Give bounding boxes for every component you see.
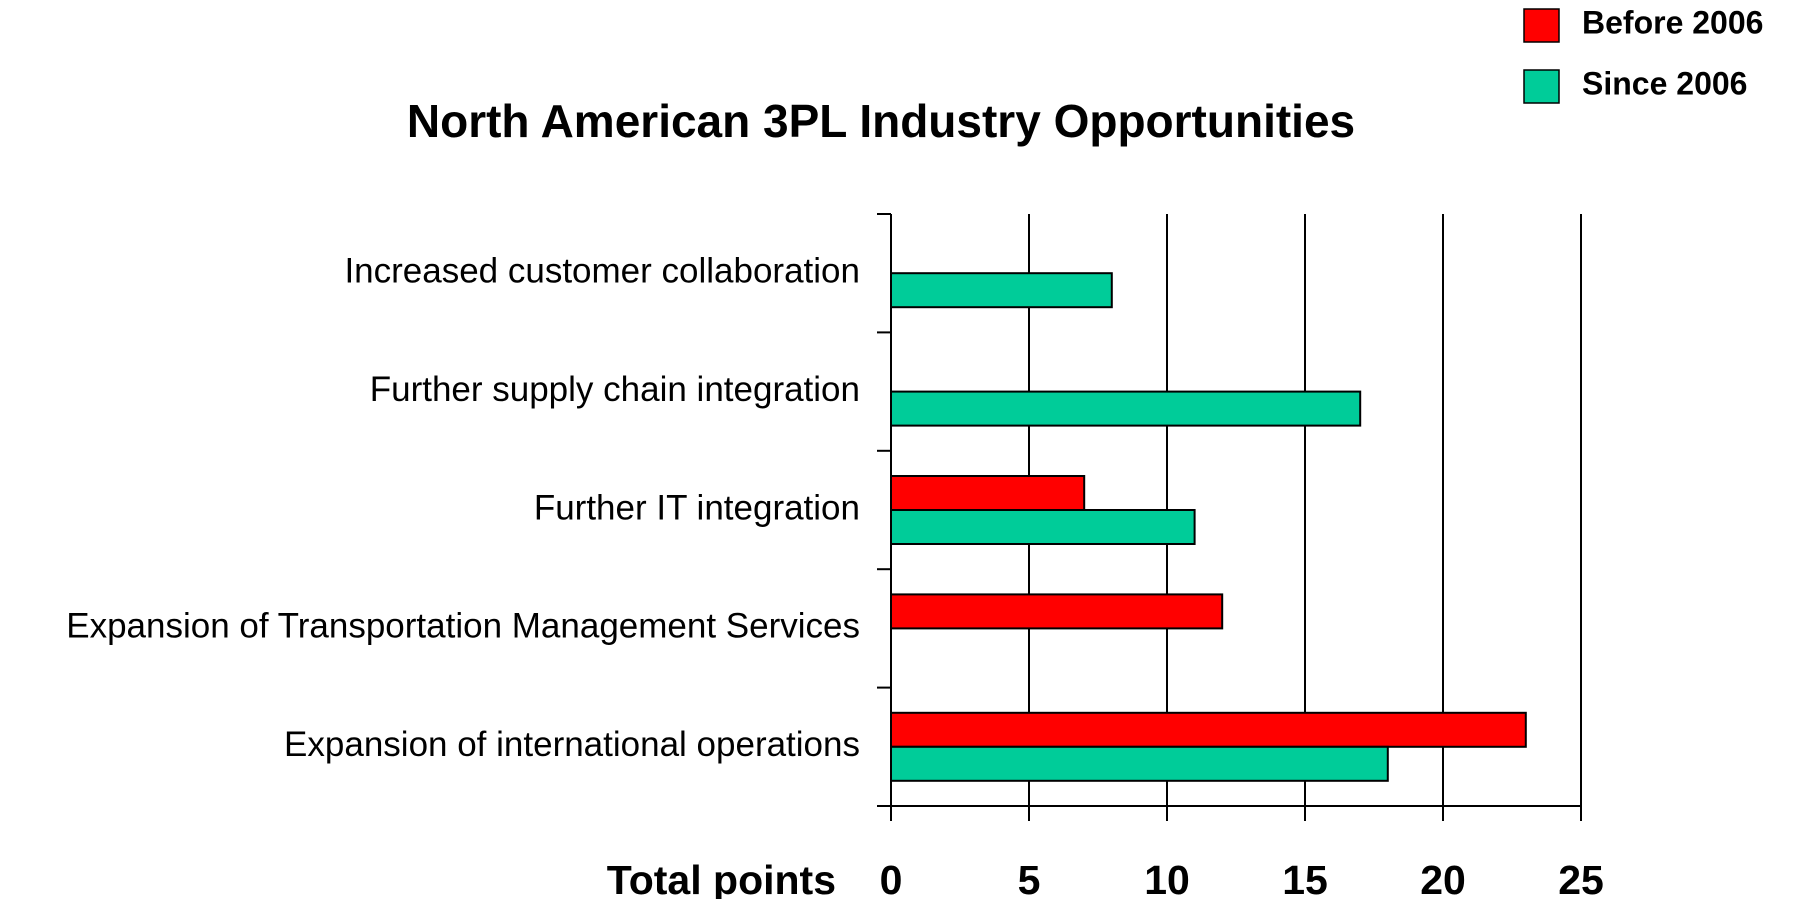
bar (890, 272, 1113, 309)
bar (890, 745, 1389, 782)
x-tick-label: 20 (1420, 857, 1466, 899)
x-tick-label: 0 (880, 857, 903, 899)
bar (890, 711, 1527, 748)
bar (890, 509, 1196, 545)
y-tick-label: Further supply chain integration (370, 370, 860, 409)
x-axis-label: Total points (607, 857, 836, 899)
y-tick-label: Expansion of international operations (284, 725, 860, 764)
bar (890, 390, 1362, 427)
x-tick-label: 5 (1018, 857, 1041, 899)
x-tick-label: 10 (1144, 857, 1190, 899)
x-tick-label: 15 (1282, 857, 1328, 899)
bar (890, 475, 1086, 511)
y-tick-label: Further IT integration (534, 488, 860, 527)
legend-label: Since 2006 (1582, 65, 1747, 101)
bar (890, 593, 1224, 630)
x-tick-label: 25 (1558, 857, 1604, 899)
y-tick-label: Increased customer collaboration (344, 251, 860, 290)
legend-label: Before 2006 (1582, 4, 1763, 40)
legend-swatch (1523, 69, 1560, 104)
legend-swatch (1523, 8, 1560, 43)
chart-title: North American 3PL Industry Opportunitie… (407, 95, 1355, 147)
y-tick-label: Expansion of Transportation Management S… (66, 607, 860, 646)
